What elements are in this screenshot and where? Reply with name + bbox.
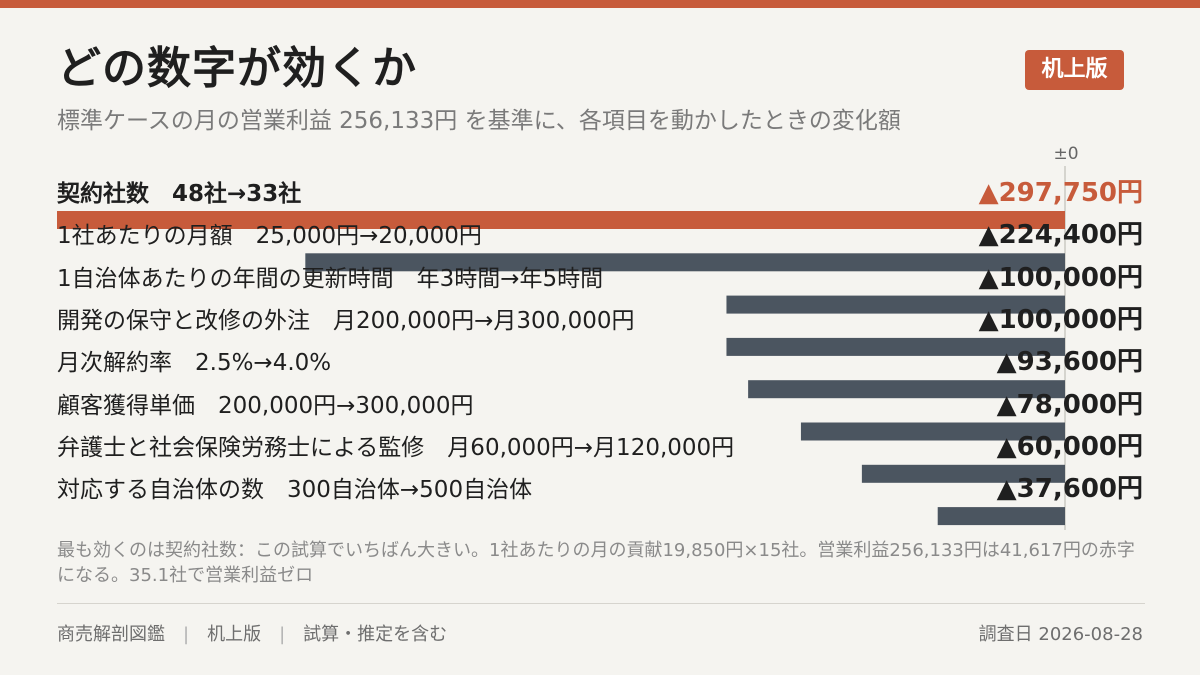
row-label-3: 開発の保守と改修の外注 月200,000円→月300,000円 bbox=[57, 307, 635, 334]
row-label-4: 月次解約率 2.5%→4.0% bbox=[57, 350, 332, 377]
bar-0 bbox=[57, 211, 1065, 229]
bar-3 bbox=[726, 337, 1065, 356]
row-value-2: ▲100,000円 bbox=[978, 262, 1143, 293]
top-accent-bar bbox=[0, 0, 1200, 8]
row-value-6: ▲60,000円 bbox=[996, 431, 1143, 462]
footer-disclaimer: 試算・推定を含む bbox=[303, 624, 448, 645]
footer-divider bbox=[57, 603, 1145, 604]
row-label-7: 対応する自治体の数 300自治体→500自治体 bbox=[57, 477, 533, 504]
chart-subtitle: 標準ケースの月の営業利益 256,133円 を基準に、各項目を動かしたときの変化… bbox=[57, 108, 901, 134]
footer-date: 調査日 2026-08-28 bbox=[978, 624, 1143, 645]
edition-badge: 机上版 bbox=[1025, 50, 1124, 90]
row-value-4: ▲93,600円 bbox=[996, 347, 1143, 378]
row-value-7: ▲37,600円 bbox=[996, 474, 1143, 505]
row-value-5: ▲78,000円 bbox=[996, 389, 1143, 420]
baseline-label: ±0 bbox=[1053, 144, 1079, 164]
bar-4 bbox=[748, 380, 1065, 399]
row-value-1: ▲224,400円 bbox=[978, 220, 1143, 251]
footer-edition: 机上版 bbox=[207, 624, 262, 645]
footer-left: 商売解剖図鑑 | 机上版 | 試算・推定を含む bbox=[57, 620, 447, 646]
footer-separator: | bbox=[279, 624, 286, 645]
chart-note: 最も効くのは契約社数：この試算でいちばん大きい。1社あたりの月の貢献19,850… bbox=[57, 540, 1135, 586]
bar-5 bbox=[800, 422, 1065, 441]
footer-source: 商売解剖図鑑 bbox=[57, 624, 165, 645]
row-label-1: 1社あたりの月額 25,000円→20,000円 bbox=[57, 223, 482, 250]
bar-7 bbox=[937, 507, 1065, 526]
bar-1 bbox=[305, 253, 1066, 272]
bar-6 bbox=[861, 464, 1065, 483]
row-label-6: 弁護士と社会保険労務士による監修 月60,000円→月120,000円 bbox=[57, 434, 735, 461]
row-label-5: 顧客獲得単価 200,000円→300,000円 bbox=[57, 392, 474, 419]
row-label-0: 契約社数 48社→33社 bbox=[57, 181, 302, 207]
row-label-2: 1自治体あたりの年間の更新時間 年3時間→年5時間 bbox=[57, 265, 604, 292]
page-title: どの数字が効くか bbox=[57, 43, 417, 94]
row-value-3: ▲100,000円 bbox=[978, 304, 1143, 335]
bar-2 bbox=[726, 295, 1065, 314]
row-value-0: ▲297,750円 bbox=[978, 178, 1143, 208]
footer-separator: | bbox=[183, 624, 190, 645]
